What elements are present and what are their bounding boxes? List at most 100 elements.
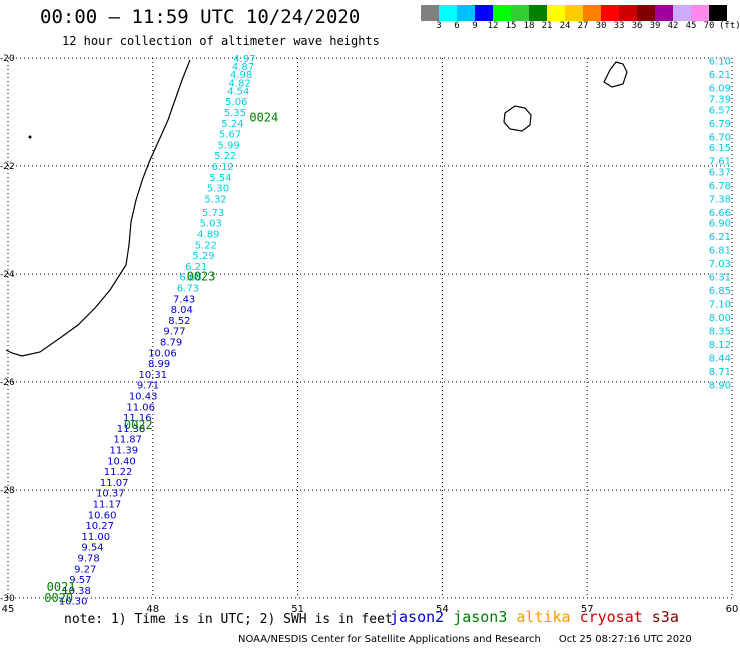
wave-height-label: 4.89 xyxy=(197,230,219,241)
legend-label: 27 xyxy=(577,21,589,31)
legend-label: 45 xyxy=(685,21,697,31)
wave-height-label: 10.06 xyxy=(148,348,177,359)
wave-height-label: 10.37 xyxy=(96,489,125,500)
satellite-cryosat: cryosat xyxy=(579,608,643,626)
legend-label: 3 xyxy=(436,21,442,31)
wave-height-label: 7.03 xyxy=(709,259,731,270)
footer: NOAA/NESDIS Center for Satellite Applica… xyxy=(238,634,692,645)
wave-height-label: 6.57 xyxy=(709,105,731,116)
wave-height-label: 6.37 xyxy=(709,167,731,178)
wave-height-label: 6.78 xyxy=(709,181,731,192)
wave-height-label: 4.98 xyxy=(230,70,252,81)
reunion-island xyxy=(503,105,532,132)
y-tick-label: -30 xyxy=(0,594,15,604)
data-points: 4.974.874.984.824.545.065.355.245.675.99… xyxy=(59,54,731,608)
wave-height-label: 7.38 xyxy=(709,194,731,205)
legend-swatch xyxy=(439,5,457,21)
legend-swatch xyxy=(457,5,475,21)
footer-timestamp: Oct 25 08:27:16 UTC 2020 xyxy=(558,634,692,645)
satellite-jason2: jason2 xyxy=(390,608,445,626)
wave-height-label: 5.22 xyxy=(195,240,217,251)
chart-title: 00:00 – 11:59 UTC 10/24/2020 xyxy=(40,6,361,28)
track-time-label: 0022 xyxy=(124,418,153,432)
wave-height-label: 8.90 xyxy=(709,381,731,392)
wave-height-label: 6.12 xyxy=(212,162,234,173)
wave-height-label: 8.79 xyxy=(160,338,182,349)
x-tick-label: 48 xyxy=(146,604,159,615)
track-time-label: 0023 xyxy=(187,270,216,284)
legend-label: 30 xyxy=(595,21,607,31)
x-tick-label: 51 xyxy=(291,604,304,615)
legend-labels: 3 6 9 12 15 18 21 24 27 30 33 36 39 42 45 70 (ft) xyxy=(421,21,740,31)
wave-height-label: 4.87 xyxy=(232,62,254,73)
legend-label: 33 xyxy=(613,21,625,31)
wave-height-label: 6.66 xyxy=(709,208,731,219)
wave-height-label: 5.32 xyxy=(204,194,226,205)
legend-swatch xyxy=(511,5,529,21)
wave-height-label: 10.27 xyxy=(85,521,114,532)
wave-height-label: 6.81 xyxy=(709,246,731,257)
legend-label: 9 xyxy=(472,21,478,31)
wave-height-label: 4.97 xyxy=(233,54,255,65)
wave-height-label: 11.07 xyxy=(100,478,129,489)
track-time-label: 0024 xyxy=(249,110,278,124)
legend-label: 21 xyxy=(541,21,553,31)
wave-height-label: 5.03 xyxy=(200,219,222,230)
wave-height-label: 8.12 xyxy=(709,340,731,351)
wave-height-label: 5.22 xyxy=(214,151,236,162)
wave-height-label: 10.40 xyxy=(107,456,136,467)
wave-height-label: 10.38 xyxy=(62,586,91,597)
wave-height-label: 11.87 xyxy=(113,435,142,446)
wave-height-label: 5.73 xyxy=(202,208,224,219)
legend-swatch xyxy=(547,5,565,21)
legend-swatch xyxy=(601,5,619,21)
wave-height-label: 4.54 xyxy=(227,86,249,97)
satellite-legend: jason2 jason3 altika cryosat s3a xyxy=(390,608,688,626)
wave-height-label: 9.78 xyxy=(77,554,99,565)
legend-swatch xyxy=(475,5,493,21)
legend-swatch xyxy=(493,5,511,21)
wave-height-label: 8.71 xyxy=(709,367,731,378)
wave-height-label: 11.00 xyxy=(82,532,111,543)
wave-height-label: 7.39 xyxy=(709,95,731,106)
wave-height-label: 10.30 xyxy=(59,597,88,608)
wave-height-label: 6.73 xyxy=(177,284,199,295)
legend-swatch xyxy=(673,5,691,21)
legend-swatch xyxy=(691,5,709,21)
legend-swatch xyxy=(421,5,439,21)
wave-height-label: 5.54 xyxy=(209,173,231,184)
wave-height-label: 9.77 xyxy=(163,327,185,338)
wave-height-label: 7.10 xyxy=(709,300,731,311)
chart-subtitle: 12 hour collection of altimeter wave hei… xyxy=(62,34,380,48)
wave-height-label: 6.68 xyxy=(179,273,201,284)
wave-height-label: 6.79 xyxy=(709,119,731,130)
legend-swatch xyxy=(619,5,637,21)
wave-height-label: 6.09 xyxy=(709,84,731,95)
wave-height-label: 8.35 xyxy=(709,327,731,338)
legend-unit: (ft) xyxy=(719,21,740,31)
legend-swatch xyxy=(709,5,727,21)
legend-label: 6 xyxy=(454,21,460,31)
x-tick-label: 54 xyxy=(436,604,449,615)
madagascar-coastline xyxy=(5,59,191,357)
x-tick-label: 60 xyxy=(726,604,739,615)
island-dot xyxy=(28,135,32,139)
legend-swatch xyxy=(655,5,673,21)
wave-height-label: 8.52 xyxy=(168,316,190,327)
note-text: note: 1) Time is in UTC; 2) SWH is in fe… xyxy=(64,612,393,627)
y-tick-label: -24 xyxy=(0,270,15,280)
legend-label: 36 xyxy=(631,21,643,31)
satellite-s3a: s3a xyxy=(651,608,679,626)
wave-height-label: 6.21 xyxy=(185,262,207,273)
plot-border xyxy=(7,57,733,599)
track-time-label: 0020 xyxy=(44,591,73,605)
legend-label: 39 xyxy=(649,21,661,31)
wave-height-label: 11.06 xyxy=(126,402,155,413)
wave-height-label: 11.22 xyxy=(104,467,133,478)
wave-height-label: 9.54 xyxy=(81,543,103,554)
wave-height-label: 8.99 xyxy=(148,359,170,370)
x-tick-label: 45 xyxy=(2,604,15,615)
wave-height-label: 8.00 xyxy=(709,313,731,324)
